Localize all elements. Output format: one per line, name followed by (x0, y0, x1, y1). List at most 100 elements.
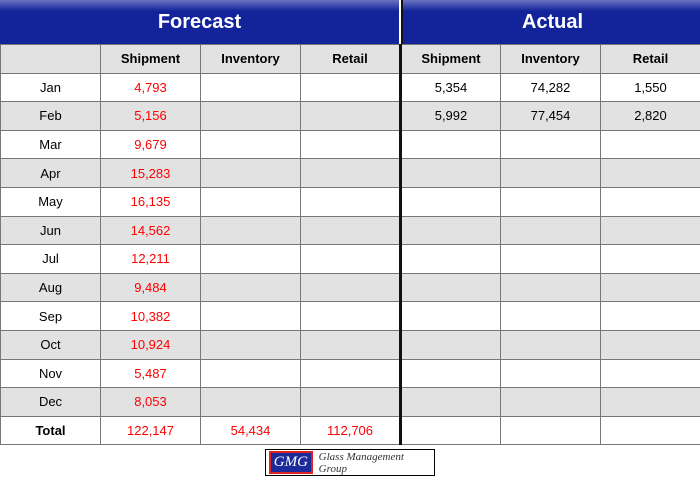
logo-mark: GMG (269, 451, 313, 474)
table-cell (600, 358, 700, 389)
table-cell (600, 387, 700, 417)
table-row: Oct 10,924 (0, 329, 700, 360)
table-cell (600, 329, 700, 360)
table-cell: 1,550 (600, 72, 700, 103)
table-cell: 15,283 (100, 158, 201, 188)
column-header: Inventory (200, 44, 301, 74)
month-label: Oct (0, 329, 101, 360)
table-cell (500, 272, 601, 303)
table-cell: 10,382 (100, 301, 201, 331)
table-cell: 4,793 (100, 72, 201, 103)
table-cell (300, 215, 402, 246)
table-cell: 122,147 (100, 415, 201, 446)
table-cell (300, 272, 402, 303)
table-cell (500, 158, 601, 188)
month-label: Feb (0, 101, 101, 131)
table-cell (300, 158, 402, 188)
month-label: Dec (0, 387, 101, 417)
column-header: Retail (600, 44, 700, 74)
table-cell (300, 244, 402, 274)
column-header (0, 44, 101, 74)
table-cell: 5,354 (400, 72, 501, 103)
table-row: May 16,135 (0, 186, 700, 217)
table-cell (200, 158, 301, 188)
month-label: Mar (0, 129, 101, 160)
month-label: Total (0, 415, 101, 446)
company-logo: GMG Glass Management Group (265, 449, 435, 476)
table-cell (200, 301, 301, 331)
table-row: Dec 8,053 (0, 387, 700, 417)
logo-text: Glass Management Group (318, 450, 404, 475)
table-cell (200, 72, 301, 103)
table-cell (200, 215, 301, 246)
table-cell (600, 301, 700, 331)
table-cell (400, 272, 501, 303)
column-header: Inventory (500, 44, 601, 74)
table-cell (300, 72, 402, 103)
table-cell (200, 129, 301, 160)
table-cell: 74,282 (500, 72, 601, 103)
data-table: Shipment Inventory Retail Shipment Inventory… (0, 44, 700, 446)
column-header-row: Shipment Inventory Retail Shipment Inventory… (0, 44, 700, 74)
table-cell (300, 101, 402, 131)
table-cell: 112,706 (300, 415, 402, 446)
table-cell: 12,211 (100, 244, 201, 274)
table-cell (600, 272, 700, 303)
table-cell (200, 387, 301, 417)
column-header: Shipment (400, 44, 501, 74)
table-cell (400, 129, 501, 160)
table-cell (400, 415, 501, 446)
month-label: Sep (0, 301, 101, 331)
table-cell (500, 129, 601, 160)
table-cell (500, 301, 601, 331)
table-cell (400, 215, 501, 246)
table-cell (500, 329, 601, 360)
forecast-header: Forecast (0, 0, 399, 44)
table-cell: 5,156 (100, 101, 201, 131)
table-row: Jul 12,211 (0, 244, 700, 274)
table-cell (500, 387, 601, 417)
table-cell (600, 244, 700, 274)
table-cell: 14,562 (100, 215, 201, 246)
table-cell (300, 129, 402, 160)
column-header: Shipment (100, 44, 201, 74)
table-cell: 77,454 (500, 101, 601, 131)
table-row: Jun 14,562 (0, 215, 700, 246)
table-row: Apr 15,283 (0, 158, 700, 188)
table-cell (400, 158, 501, 188)
table-cell: 16,135 (100, 186, 201, 217)
month-label: Jun (0, 215, 101, 246)
table-cell (600, 129, 700, 160)
table-cell (500, 415, 601, 446)
table-cell (200, 272, 301, 303)
table-cell (300, 329, 402, 360)
table-cell (500, 215, 601, 246)
month-label: Jul (0, 244, 101, 274)
table-cell (600, 186, 700, 217)
table-cell (300, 387, 402, 417)
table-cell (400, 329, 501, 360)
actual-header: Actual (401, 0, 700, 44)
table-row: Jan 4,793 5,354 74,282 1,550 (0, 72, 700, 103)
table-row: Mar 9,679 (0, 129, 700, 160)
table-cell (600, 215, 700, 246)
table-row: Total 122,147 54,434 112,706 (0, 415, 700, 446)
table-row: Nov 5,487 (0, 358, 700, 389)
table-cell (400, 244, 501, 274)
table-cell (400, 358, 501, 389)
month-label: Aug (0, 272, 101, 303)
table-cell (600, 158, 700, 188)
month-label: Nov (0, 358, 101, 389)
table-cell (300, 186, 402, 217)
table-cell (400, 186, 501, 217)
table-cell (200, 244, 301, 274)
table-cell (200, 101, 301, 131)
table-row: Aug 9,484 (0, 272, 700, 303)
table-cell (200, 358, 301, 389)
table-cell (400, 301, 501, 331)
table-cell (400, 387, 501, 417)
table-cell (500, 358, 601, 389)
month-label: Apr (0, 158, 101, 188)
table-cell: 5,992 (400, 101, 501, 131)
column-header: Retail (300, 44, 402, 74)
